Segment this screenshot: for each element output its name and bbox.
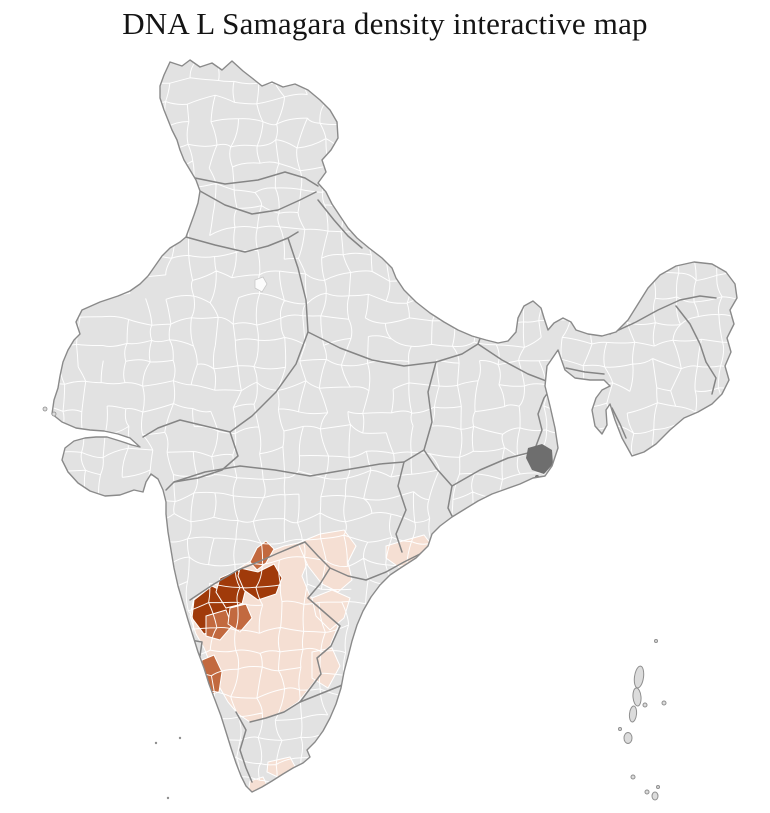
island[interactable] — [51, 411, 57, 417]
district-medium-density[interactable] — [205, 609, 233, 641]
state-border-line — [317, 199, 363, 249]
island[interactable] — [178, 736, 182, 740]
state-border-line — [395, 449, 425, 553]
state-border-line — [189, 541, 306, 601]
district-no-value[interactable] — [254, 276, 268, 293]
island[interactable] — [644, 789, 650, 795]
island[interactable] — [630, 774, 636, 780]
island[interactable] — [642, 702, 648, 708]
state-border-line — [249, 701, 301, 723]
island[interactable] — [633, 665, 645, 689]
island[interactable] — [632, 687, 642, 707]
state-border-line — [307, 331, 479, 367]
island[interactable] — [166, 796, 170, 800]
state-border-line — [477, 343, 555, 385]
island[interactable] — [623, 732, 633, 744]
state-border-line — [185, 231, 299, 253]
island[interactable] — [656, 785, 660, 789]
state-border-line — [299, 597, 341, 703]
dense-cluster-speck — [546, 475, 550, 479]
andaman-nicobar-islands[interactable] — [618, 639, 667, 801]
district-medium-density[interactable] — [227, 603, 253, 633]
island[interactable] — [628, 705, 638, 723]
island[interactable] — [618, 727, 622, 731]
country-outline — [51, 59, 738, 793]
island[interactable] — [661, 700, 667, 706]
state-border-line — [675, 305, 717, 395]
state-border-line — [199, 190, 317, 215]
district-high-density[interactable] — [237, 563, 283, 601]
island[interactable] — [654, 639, 658, 643]
state-border-line — [423, 361, 457, 525]
state-border-line — [235, 711, 253, 783]
island[interactable] — [651, 791, 659, 801]
lakshadweep-islands[interactable] — [154, 736, 182, 800]
state-border-line — [173, 461, 405, 483]
kutch-islands[interactable] — [42, 406, 57, 417]
state-border-line — [142, 419, 231, 438]
island[interactable] — [42, 406, 48, 412]
island[interactable] — [154, 741, 158, 745]
state-border-line — [609, 295, 717, 335]
dense-cluster-shape[interactable] — [526, 444, 553, 474]
page-title: DNA L Samagara density interactive map — [122, 6, 648, 41]
state-border-line — [229, 237, 309, 433]
state-border-line — [611, 407, 627, 439]
state-border-line — [165, 431, 239, 491]
state-border-line — [565, 367, 605, 375]
